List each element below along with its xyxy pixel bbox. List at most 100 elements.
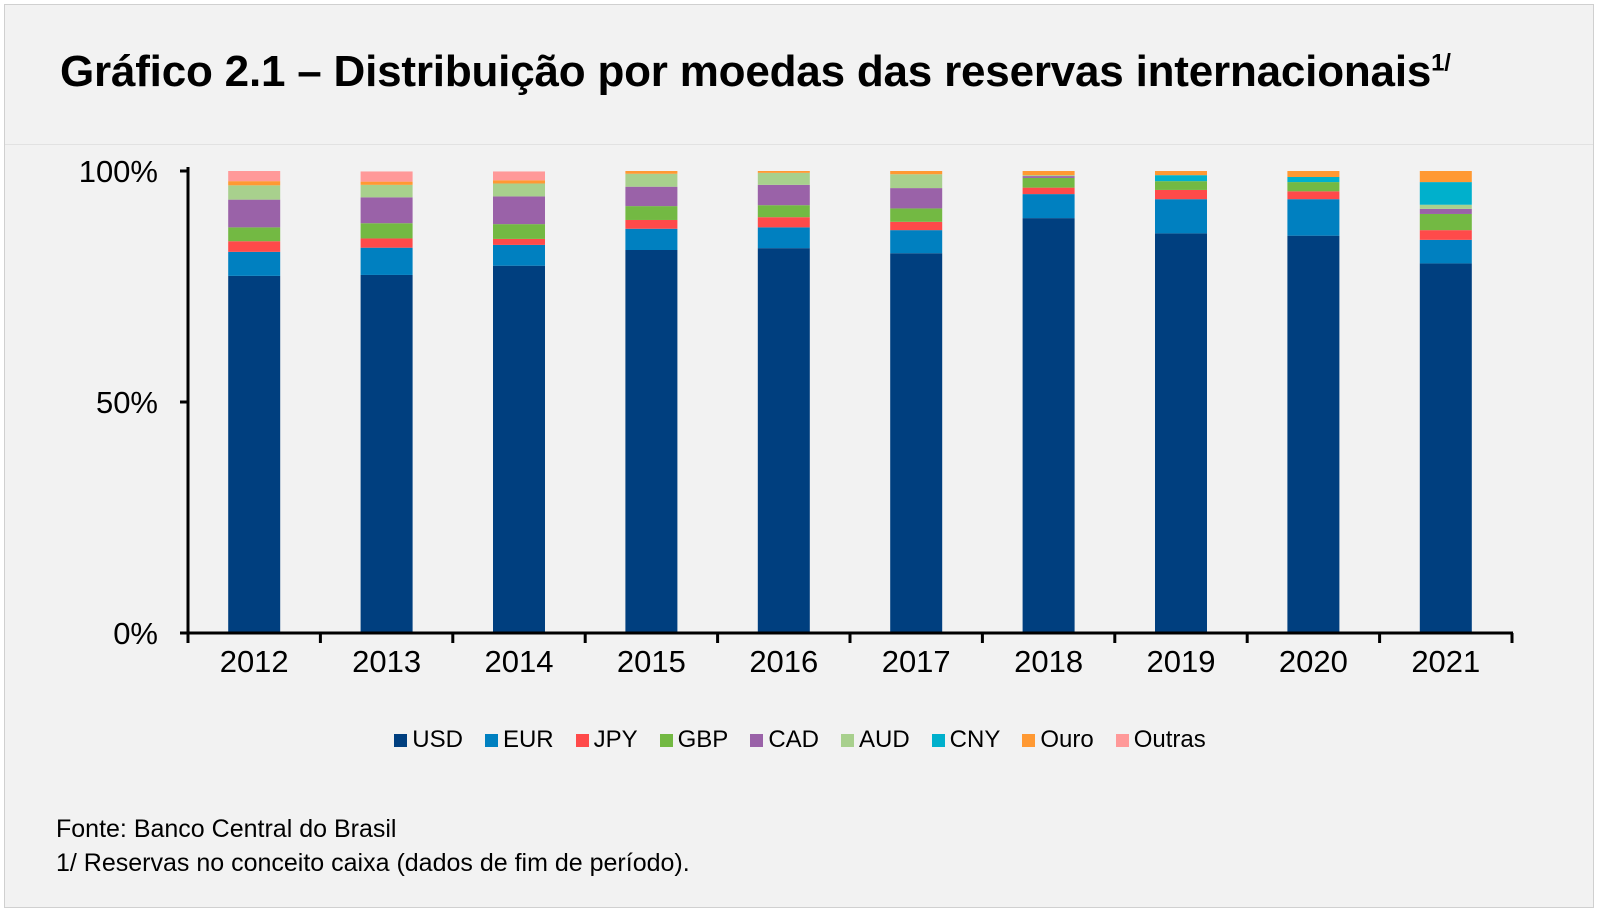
bar-segment-usd-2013 [360, 274, 413, 633]
bar-segment-eur-2020 [1287, 199, 1340, 236]
x-tick-label: 2014 [485, 644, 554, 679]
bar-segment-cny-2020 [1287, 177, 1340, 183]
title-band: Gráfico 2.1 – Distribuição por moedas da… [5, 5, 1593, 145]
bar-segment-aud-2018 [1022, 175, 1075, 177]
footnote: 1/ Reservas no conceito caixa (dados de … [56, 849, 690, 877]
bars-group [228, 171, 1472, 634]
bar-segment-ouro-2012 [228, 181, 281, 186]
bar-segment-cad-2017 [890, 188, 943, 209]
bar-segment-ouro-2018 [1022, 171, 1075, 176]
bar-segment-jpy-2021 [1419, 230, 1472, 240]
bar-segment-jpy-2017 [890, 221, 943, 231]
bar-segment-usd-2015 [625, 250, 678, 633]
bar-segment-gbp-2021 [1419, 213, 1472, 231]
bar-segment-ouro-2021 [1419, 171, 1472, 183]
x-tick-label: 2016 [749, 644, 818, 679]
chart-title: Gráfico 2.1 – Distribuição por moedas da… [60, 47, 1451, 97]
bar-segment-ouro-2016 [757, 171, 810, 173]
bar-segment-gbp-2017 [890, 208, 943, 222]
legend-label: GBP [677, 726, 729, 753]
bar-segment-ouro-2015 [625, 171, 678, 174]
bar-segment-usd-2021 [1419, 263, 1472, 633]
legend-label: JPY [593, 726, 638, 753]
legend-swatch [484, 733, 498, 747]
bar-segment-usd-2012 [228, 275, 281, 633]
bar-segment-cny-2021 [1419, 182, 1472, 205]
x-tick-label: 2013 [352, 644, 421, 679]
bar-segment-usd-2017 [890, 253, 943, 633]
bar-segment-cad-2013 [360, 197, 413, 224]
legend-swatch [1115, 733, 1129, 747]
bar-segment-jpy-2020 [1287, 191, 1340, 200]
bar-segment-aud-2014 [493, 183, 545, 197]
bar-segment-ouro-2020 [1287, 171, 1340, 178]
source-note: Fonte: Banco Central do Brasil [56, 815, 397, 843]
bar-segment-jpy-2018 [1022, 187, 1075, 195]
legend-label: USD [412, 726, 463, 753]
bar-segment-usd-2019 [1155, 233, 1207, 633]
legend-item-aud: AUD [840, 726, 910, 754]
legend-item-ouro: Ouro [1022, 726, 1094, 754]
bar-segment-gbp-2012 [228, 227, 281, 242]
legend-swatch [1022, 733, 1036, 747]
chart-title-text: Gráfico 2.1 – Distribuição por moedas da… [60, 47, 1432, 96]
bar-segment-eur-2012 [228, 251, 281, 276]
bar-segment-outras-2012 [228, 171, 281, 182]
bar-segment-ouro-2019 [1155, 171, 1207, 176]
bar-segment-gbp-2016 [757, 205, 810, 218]
bar-segment-jpy-2016 [757, 217, 810, 228]
bar-segment-cad-2021 [1419, 208, 1472, 214]
bar-segment-jpy-2012 [228, 241, 281, 252]
bar-segment-cad-2014 [493, 196, 545, 225]
legend-item-eur: EUR [484, 726, 554, 754]
chart-legend: USD EUR JPY GBP CAD AUD CNY Ouro Outras [0, 722, 1600, 758]
bar-segment-eur-2018 [1022, 194, 1075, 219]
bar-segment-jpy-2015 [625, 219, 678, 229]
bar-segment-ouro-2014 [493, 180, 545, 184]
legend-swatch [394, 733, 408, 747]
bar-segment-aud-2013 [360, 184, 413, 198]
bar-segment-jpy-2019 [1155, 189, 1207, 200]
bar-segment-cad-2015 [625, 186, 678, 207]
x-tick-label: 2017 [882, 644, 951, 679]
bar-segment-gbp-2013 [360, 223, 413, 239]
bar-segment-aud-2012 [228, 185, 281, 200]
legend-item-cad: CAD [750, 726, 819, 754]
bar-segment-gbp-2019 [1155, 181, 1207, 190]
y-tick-label: 50% [96, 385, 158, 420]
bar-segment-outras-2013 [360, 171, 413, 182]
legend-item-cny: CNY [931, 726, 1000, 754]
x-tick-label: 2015 [617, 644, 686, 679]
bar-segment-aud-2016 [757, 172, 810, 185]
bar-segment-ouro-2017 [890, 171, 943, 175]
bar-segment-eur-2013 [360, 247, 413, 275]
legend-label: CAD [768, 726, 819, 753]
legend-label: Outras [1133, 726, 1206, 753]
title-footnote-marker: 1/ [1431, 49, 1451, 77]
bar-segment-eur-2015 [625, 228, 678, 251]
bar-segment-eur-2016 [757, 227, 810, 249]
bar-segment-eur-2014 [493, 244, 545, 266]
bar-segment-eur-2017 [890, 230, 943, 254]
x-tick-label: 2021 [1411, 644, 1480, 679]
legend-swatch [750, 733, 764, 747]
bar-segment-usd-2018 [1022, 218, 1075, 633]
bar-segment-gbp-2018 [1022, 177, 1075, 188]
legend-swatch [575, 733, 589, 747]
bar-segment-aud-2021 [1419, 204, 1472, 209]
y-tick-label: 0% [113, 616, 158, 651]
x-tick-label: 2019 [1147, 644, 1216, 679]
bar-segment-usd-2014 [493, 265, 545, 633]
bar-segment-cad-2016 [757, 184, 810, 206]
legend-swatch [931, 733, 945, 747]
bar-segment-usd-2016 [757, 248, 810, 634]
bar-segment-gbp-2014 [493, 224, 545, 239]
bar-segment-usd-2020 [1287, 235, 1340, 633]
legend-item-jpy: JPY [575, 726, 638, 754]
x-tick-label: 2012 [220, 644, 289, 679]
legend-label: Ouro [1040, 726, 1094, 753]
legend-label: EUR [502, 726, 554, 753]
legend-item-usd: USD [394, 726, 463, 754]
legend-item-gbp: GBP [659, 726, 729, 754]
